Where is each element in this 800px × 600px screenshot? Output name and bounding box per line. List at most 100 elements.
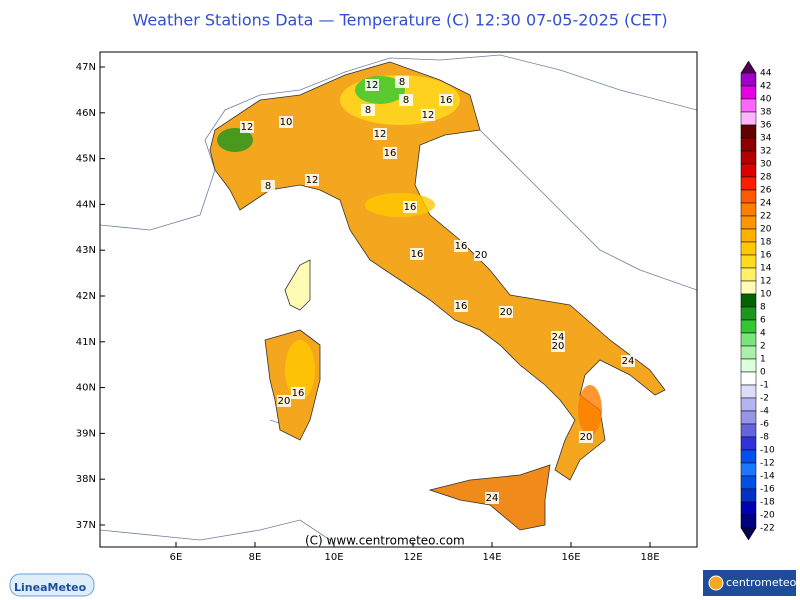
colorbar-box [740,124,757,139]
contour-label: 12 [366,80,379,91]
colorbar-label: 20 [760,225,772,235]
contour-label: 8 [265,181,271,192]
colorbar-label: 26 [760,186,772,196]
contour-label: 8 [365,105,371,116]
colorbar-box [740,293,757,308]
logo-right: centrometeo [703,570,797,596]
contour-label: 16 [411,249,424,260]
colorbar-label: -4 [760,407,769,417]
contour-label: 8 [403,95,409,106]
corsica [284,259,311,311]
contour-label-bg [277,395,291,407]
colorbar-box [740,163,757,178]
colorbar-box [740,72,757,87]
colorbar-label: 4 [760,329,766,339]
lon-label: 16E [561,552,580,563]
map-frame [99,51,698,548]
colorbar-box [740,306,757,321]
colorbar-label: 42 [760,82,771,92]
colorbar-box [740,280,757,295]
colorbar-label: 14 [760,264,772,274]
lon-label: 8E [249,552,262,563]
colorbar-box [740,371,757,386]
contour-label-bg [365,79,379,91]
contour-label: 10 [280,117,293,128]
lat-label: 37N [76,520,96,531]
contour-label: 20 [475,250,488,261]
contour-label: 20 [580,432,593,443]
colorbar-box [740,436,757,451]
logo-icon [708,575,724,591]
contour-label: 16 [292,388,305,399]
colorbar-box [740,384,757,399]
map: (C) www.centrometeo.com [99,51,698,548]
contour-label: 16 [404,202,417,213]
colorbar-label: 2 [760,342,766,352]
colorbar-label: 0 [760,368,766,378]
lat-label: 40N [76,383,96,394]
colorbar-box [740,488,757,503]
alps-zone [217,128,253,152]
contour-label-bg [551,340,565,352]
colorbar-label: 18 [760,238,772,248]
contour-label-bg [579,431,593,443]
contour-label: 12 [422,110,435,121]
colorbar-label: -14 [760,472,775,482]
copyright: (C) www.centrometeo.com [305,534,465,548]
colorbar-box [740,423,757,438]
contour-label: 24 [486,493,499,504]
contour-label: 24 [552,332,565,343]
lon-label: 10E [324,552,343,563]
colorbar-label: 40 [760,95,772,105]
colorbar-label: -1 [760,381,769,391]
lat-label: 47N [76,62,96,73]
contour-label-bg [395,76,409,88]
colorbar-box [740,345,757,360]
lat-label: 39N [76,428,96,439]
colorbar-box [740,332,757,347]
colorbar-label: -12 [760,459,775,469]
south-zone [578,385,602,435]
lat-label: 38N [76,474,96,485]
colorbar-label: 10 [760,290,772,300]
contour-label-bg [240,121,254,133]
colorbar-label: 30 [760,160,772,170]
colorbar-label: 1 [760,355,766,365]
sardinia-zone [285,340,315,400]
lon-label: 6E [170,552,183,563]
colorbar-box [740,150,757,165]
colorbar-label: 34 [760,134,772,144]
colorbar-over [740,60,757,74]
lat-label: 46N [76,108,96,119]
contour-label-bg [279,116,293,128]
contour-label: 20 [500,307,513,318]
colorbar-box [740,111,757,126]
colorbar-label: 6 [760,316,766,326]
colorbar-box [740,358,757,373]
contour-label-bg [410,248,424,260]
colorbar-label: -18 [760,498,775,508]
contour-label-bg [261,180,275,192]
lat-label: 45N [76,154,96,165]
colorbar-box [740,85,757,100]
contour-label-bg [474,249,488,261]
contour-label-bg [621,355,635,367]
colorbar-label: -10 [760,446,775,456]
contour-label-bg [399,94,413,106]
colorbar-box [740,202,757,217]
lon-label: 14E [482,552,501,563]
colorbar-box [740,98,757,113]
colorbar-box [740,267,757,282]
contour-label-bg [361,104,375,116]
colorbar-label: -2 [760,394,769,404]
colorbar-box [740,449,757,464]
contour-label: 20 [278,396,291,407]
logo-text: centrometeo [726,576,797,589]
contour-label-bg [499,306,513,318]
contour-label: 24 [622,356,635,367]
contour-label-bg [383,147,397,159]
colorbar-label: 36 [760,121,772,131]
contour-label: 16 [440,95,453,106]
colorbar-label: -8 [760,433,769,443]
